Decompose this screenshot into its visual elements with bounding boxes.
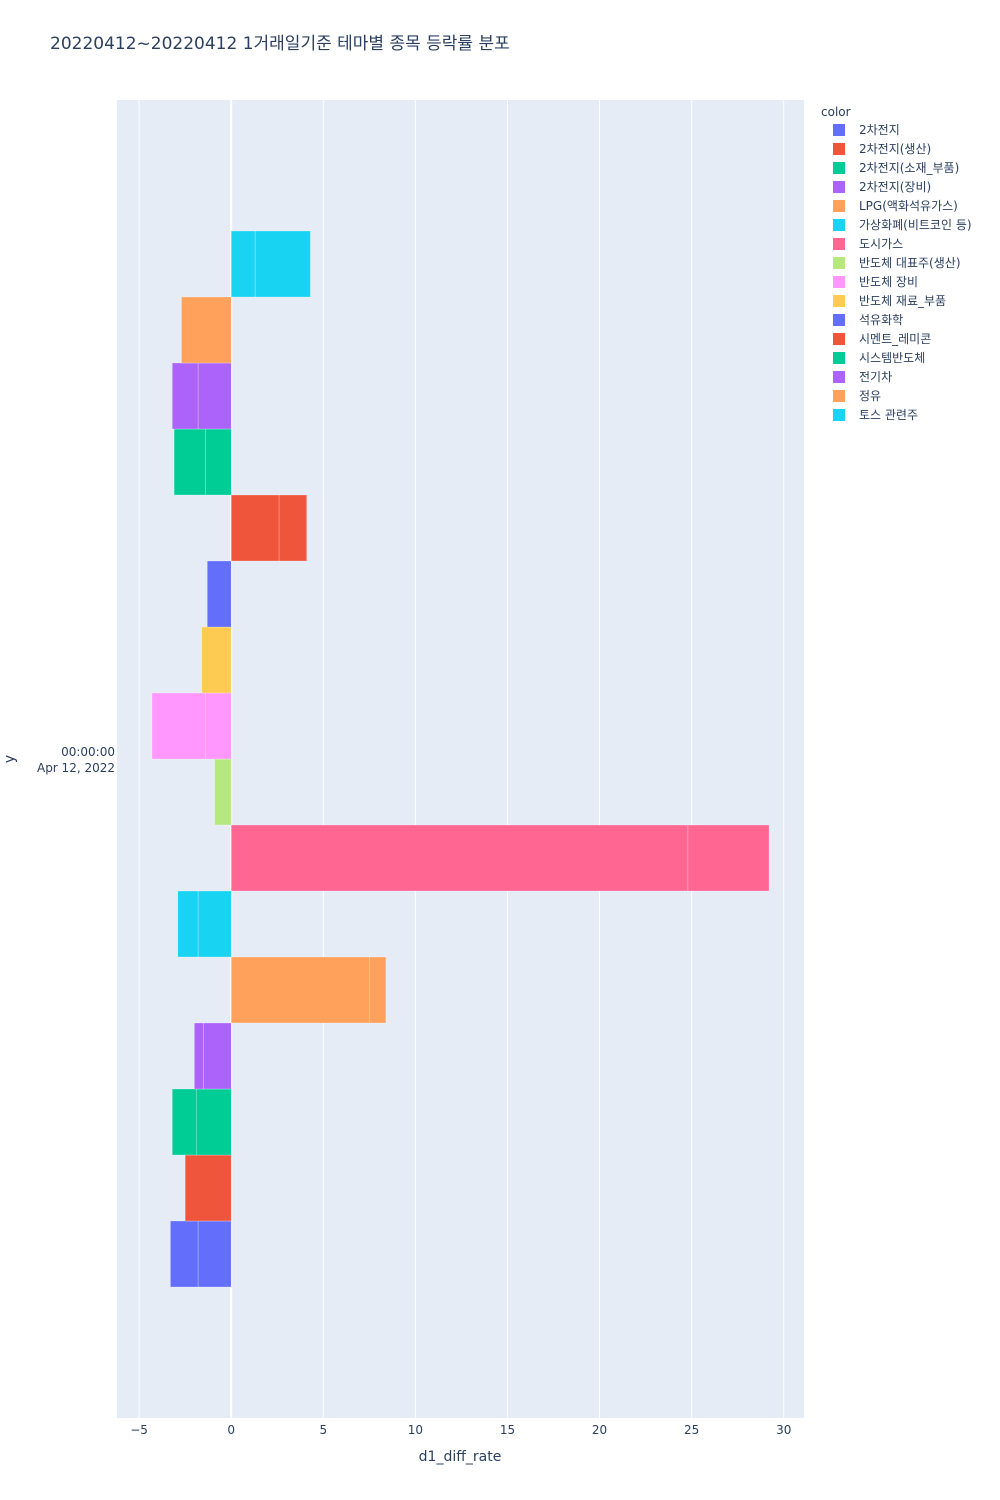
x-tick-label: 25 (684, 1423, 699, 1437)
x-tick-labels: −5 0 5 10 15 20 25 30 (130, 1423, 791, 1437)
bar-segment (205, 428, 232, 496)
bar-segment (369, 956, 387, 1024)
y-tick-label-time: 00:00:00 (61, 745, 115, 759)
legend-label: 시멘트_레미콘 (859, 332, 931, 346)
legend-label: 2차전지(생산) (859, 142, 931, 156)
legend-label: 2차전지 (859, 123, 900, 137)
bar-segment (172, 1088, 197, 1156)
bar-segment (206, 560, 232, 628)
bar-segment (195, 1088, 232, 1156)
bar-segment (230, 824, 689, 892)
legend-label: 석유화학 (859, 313, 903, 327)
bar-segment (230, 956, 370, 1024)
legend-swatch (833, 409, 845, 421)
x-tick-label: −5 (130, 1423, 148, 1437)
legend-swatch (833, 181, 845, 193)
legend-label: 전기차 (859, 370, 892, 384)
bar-segment (205, 692, 232, 760)
x-tick-label: 20 (592, 1423, 607, 1437)
bar-segment (203, 1022, 232, 1090)
bar-segment (197, 890, 232, 958)
legend-swatch (833, 162, 845, 174)
legend-label: 도시가스 (859, 237, 903, 251)
legend-label: 가상화폐(비트코인 등) (859, 218, 972, 232)
legend-item[interactable]: 반도체 장비 (833, 275, 918, 289)
bar-segment (687, 824, 770, 892)
bar-segment (201, 626, 232, 694)
chart-title: 20220412~20220412 1거래일기준 테마별 종목 등락률 분포 (50, 34, 510, 54)
bar-segment (197, 362, 232, 430)
bar-segment (184, 1154, 232, 1222)
bar-segment (254, 230, 311, 298)
bar-segment (173, 428, 206, 496)
legend-label: 시스템반도체 (859, 351, 925, 365)
legend-item[interactable]: 2차전지 (833, 123, 900, 137)
legend-swatch (833, 390, 845, 402)
bar-segment (197, 1220, 232, 1288)
legend-label: 2차전지(소재_부품) (859, 161, 959, 175)
legend-item[interactable]: 도시가스 (833, 237, 903, 251)
legend-label: LPG(액화석유가스) (859, 199, 958, 213)
legend-item[interactable]: 2차전지(장비) (833, 180, 931, 194)
legend-label: 정유 (859, 389, 881, 403)
legend-swatch (833, 219, 845, 231)
bar-segment (214, 758, 232, 826)
bar-segment (170, 1220, 199, 1288)
legend-item[interactable]: 가상화폐(비트코인 등) (833, 218, 972, 232)
legend-label: 2차전지(장비) (859, 180, 931, 194)
legend-swatch (833, 295, 845, 307)
legend-swatch (833, 200, 845, 212)
legend[interactable]: 2차전지 2차전지(생산) 2차전지(소재_부품) 2차전지(장비) LPG(액화석유가… (833, 123, 972, 422)
legend-item[interactable]: 반도체 재료_부품 (833, 294, 946, 308)
legend-swatch (833, 238, 845, 250)
bar-segment (278, 494, 307, 562)
y-tick-label-date: Apr 12, 2022 (37, 761, 115, 775)
bar-segment (177, 890, 199, 958)
legend-label: 토스 관련주 (859, 408, 918, 422)
x-axis-title: d1_diff_rate (419, 1449, 502, 1465)
legend-swatch (833, 314, 845, 326)
legend-item[interactable]: 시멘트_레미콘 (833, 332, 931, 346)
legend-swatch (833, 276, 845, 288)
legend-item[interactable]: LPG(액화석유가스) (833, 199, 958, 213)
legend-label: 반도체 장비 (859, 275, 918, 289)
x-tick-label: 10 (408, 1423, 423, 1437)
legend-label: 반도체 재료_부품 (859, 294, 946, 308)
x-tick-label: 30 (776, 1423, 791, 1437)
bar-segment (181, 296, 232, 364)
bar-segment (194, 1022, 204, 1090)
legend-swatch (833, 371, 845, 383)
bar-segment (172, 362, 199, 430)
x-tick-label: 0 (227, 1423, 235, 1437)
legend-swatch (833, 257, 845, 269)
legend-label: 반도체 대표주(생산) (859, 256, 961, 270)
y-axis-title: y (2, 755, 18, 763)
bar-segment (230, 494, 280, 562)
legend-swatch (833, 352, 845, 364)
bar-segment (151, 692, 206, 760)
legend-item[interactable]: 반도체 대표주(생산) (833, 256, 961, 270)
legend-item[interactable]: 전기차 (833, 370, 892, 384)
x-tick-label: 5 (319, 1423, 327, 1437)
legend-swatch (833, 124, 845, 136)
bars (151, 230, 770, 1288)
legend-item[interactable]: 석유화학 (833, 313, 903, 327)
legend-item[interactable]: 2차전지(소재_부품) (833, 161, 959, 175)
legend-item[interactable]: 시스템반도체 (833, 351, 925, 365)
legend-title: color (821, 105, 851, 119)
legend-item[interactable]: 2차전지(생산) (833, 142, 931, 156)
bar-segment (230, 230, 256, 298)
legend-item[interactable]: 정유 (833, 389, 881, 403)
x-tick-label: 15 (500, 1423, 515, 1437)
legend-swatch (833, 143, 845, 155)
legend-swatch (833, 333, 845, 345)
legend-item[interactable]: 토스 관련주 (833, 408, 918, 422)
